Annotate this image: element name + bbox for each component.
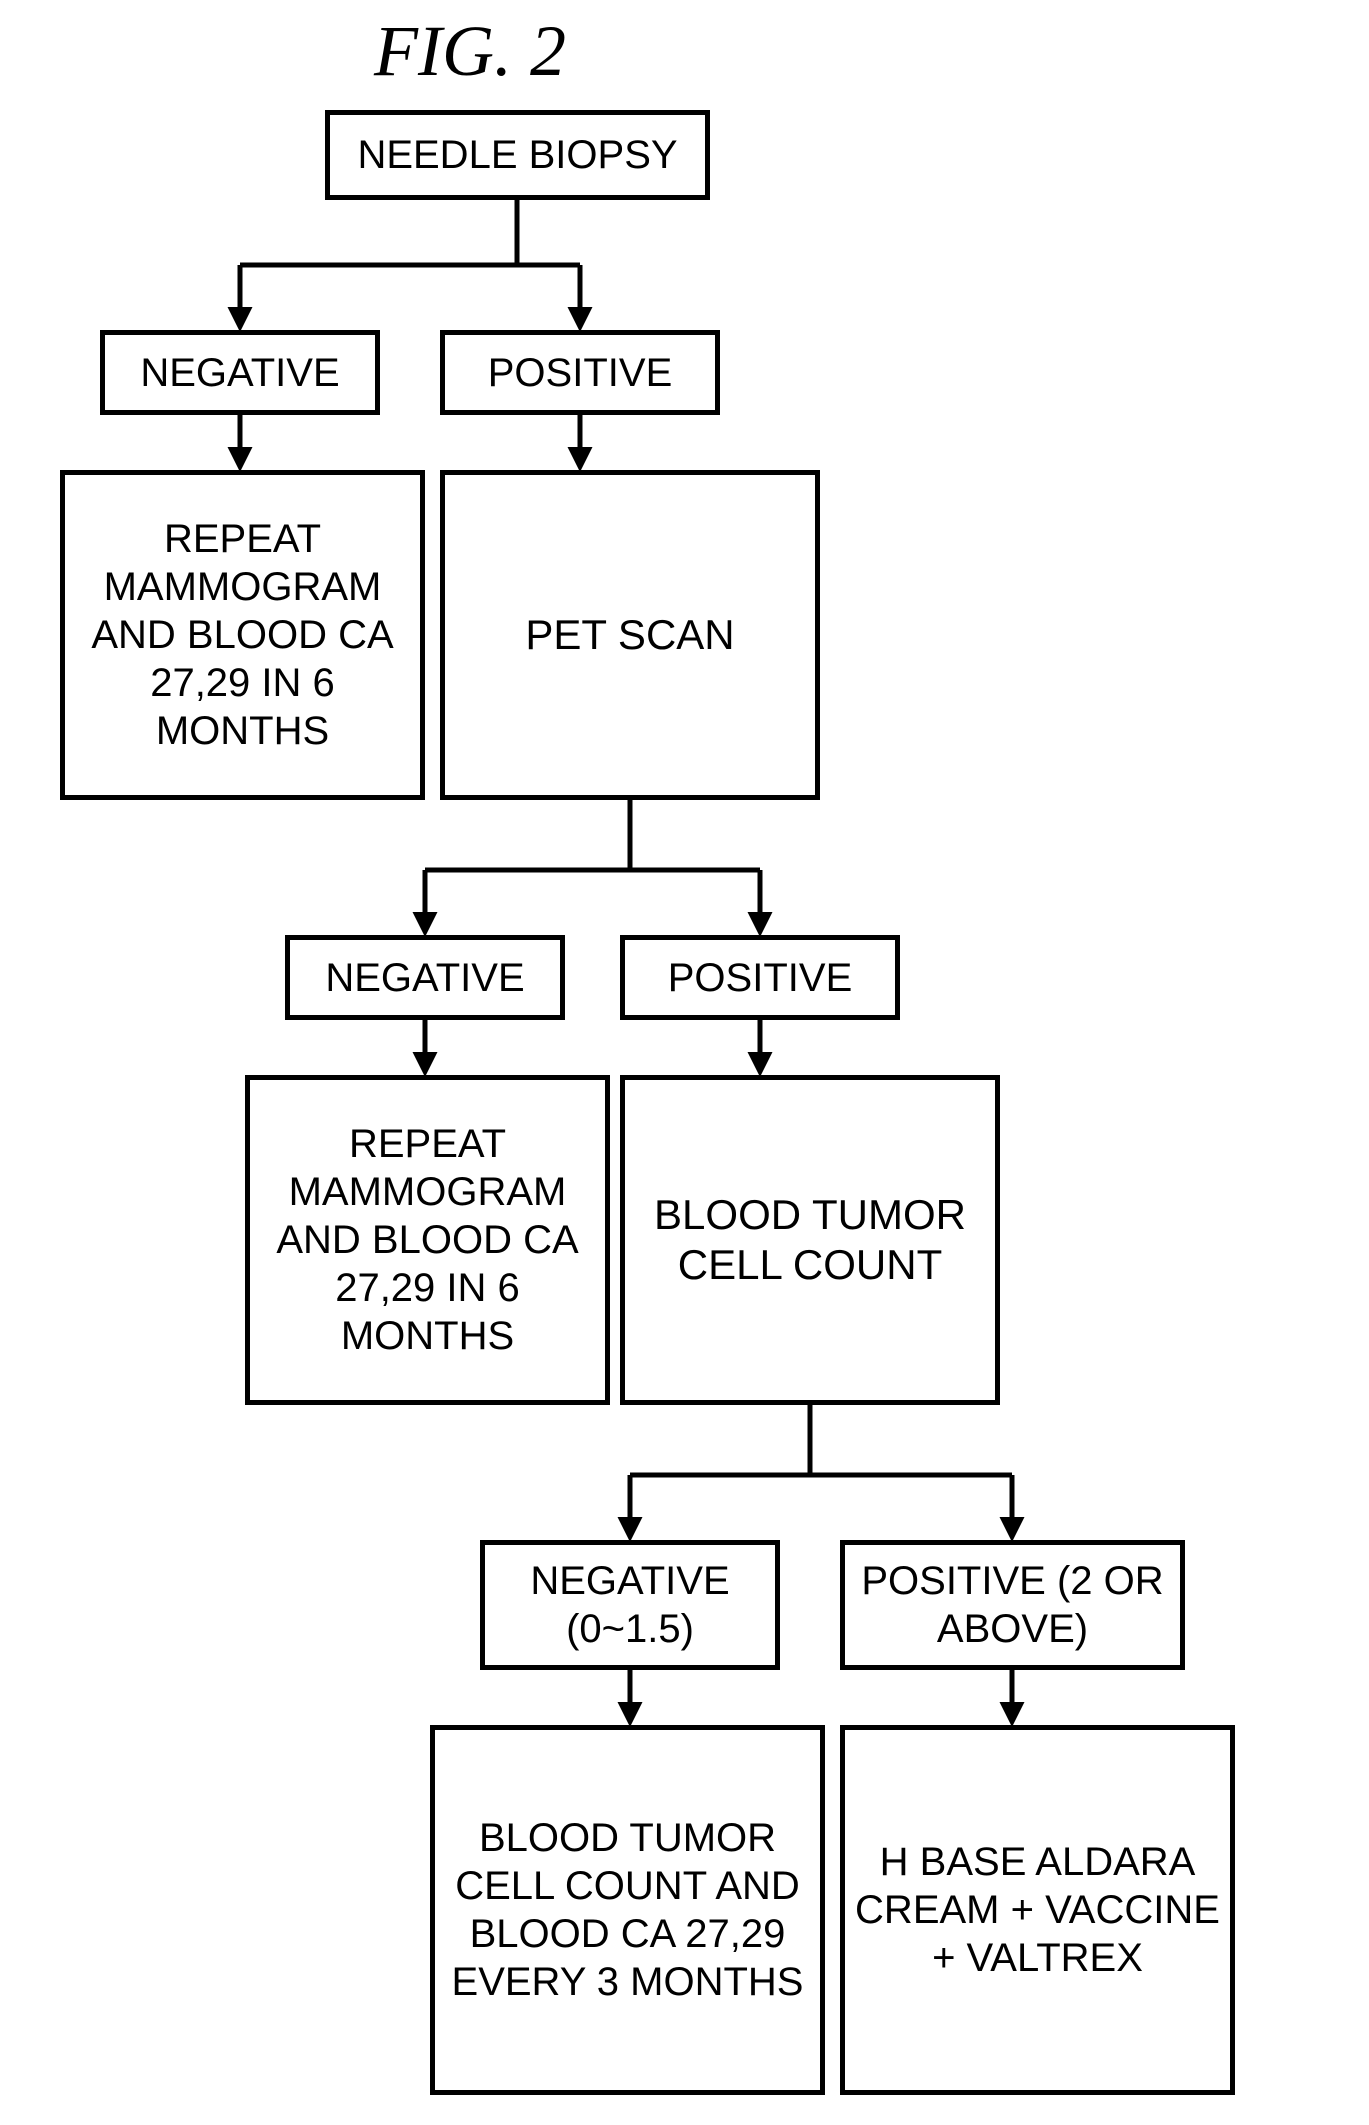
- node-h-base: H BASE ALDARA CREAM + VACCINE + VALTREX: [840, 1725, 1235, 2095]
- node-pos-3: POSITIVE (2 OR ABOVE): [840, 1540, 1185, 1670]
- node-pos-1: POSITIVE: [440, 330, 720, 415]
- node-pet-scan: PET SCAN: [440, 470, 820, 800]
- node-neg-3: NEGATIVE (0~1.5): [480, 1540, 780, 1670]
- node-blood-tumor-repeat: BLOOD TUMOR CELL COUNT AND BLOOD CA 27,2…: [430, 1725, 825, 2095]
- node-blood-tumor: BLOOD TUMOR CELL COUNT: [620, 1075, 1000, 1405]
- node-needle-biopsy: NEEDLE BIOPSY: [325, 110, 710, 200]
- node-neg-1: NEGATIVE: [100, 330, 380, 415]
- figure-title: FIG. 2: [320, 10, 620, 93]
- node-neg-2: NEGATIVE: [285, 935, 565, 1020]
- node-pos-2: POSITIVE: [620, 935, 900, 1020]
- node-repeat-1: REPEAT MAMMOGRAM AND BLOOD CA 27,29 IN 6…: [60, 470, 425, 800]
- node-repeat-2: REPEAT MAMMOGRAM AND BLOOD CA 27,29 IN 6…: [245, 1075, 610, 1405]
